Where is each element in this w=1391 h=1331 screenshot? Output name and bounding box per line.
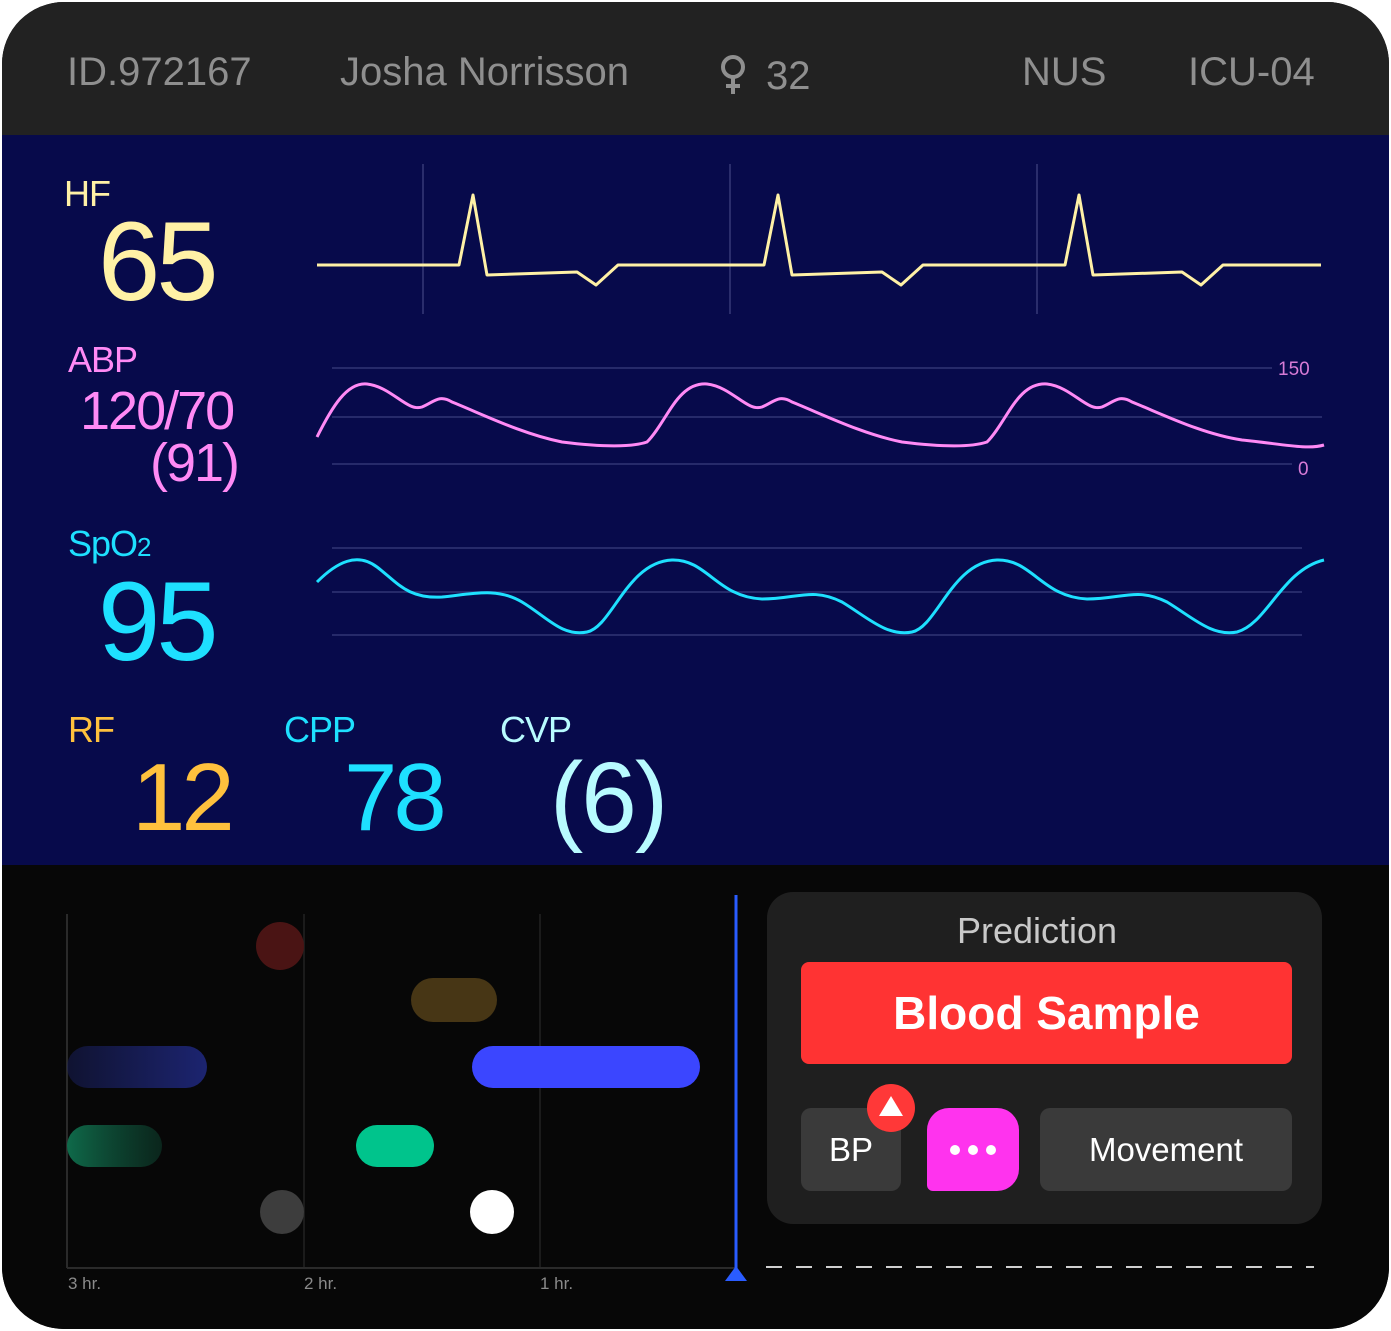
rf-value: 12: [132, 744, 235, 851]
cvp-label: CVP: [500, 709, 572, 750]
cvp-value: (6): [550, 742, 668, 854]
abp-scale-max: 150: [1278, 359, 1310, 380]
timeline-cursor-handle[interactable]: [725, 1266, 747, 1281]
prediction-title: Prediction: [956, 910, 1118, 951]
tick-label: 3 hr.: [68, 1274, 102, 1293]
hf-value: 65: [98, 199, 219, 324]
event-marker[interactable]: [411, 978, 497, 1022]
abp-value: 120/70: [80, 381, 235, 441]
female-icon: [718, 54, 748, 101]
dot: [986, 1145, 996, 1155]
dot: [950, 1145, 960, 1155]
rf-label: RF: [68, 709, 115, 750]
vitals-panel: [2, 135, 1389, 865]
facility: NUS: [1022, 50, 1107, 94]
unit: ICU-04: [1188, 50, 1315, 94]
cpp-label: CPP: [284, 709, 356, 750]
patient-name: Josha Norrisson: [340, 50, 630, 94]
spo2-label-main: SpO: [68, 523, 138, 564]
alert-up-icon: [867, 1084, 915, 1132]
hf-waveform: [317, 193, 1321, 287]
more-dots-icon[interactable]: [927, 1108, 1019, 1191]
abp-waveform: [315, 382, 1325, 449]
dot: [968, 1145, 978, 1155]
event-marker[interactable]: [67, 1125, 162, 1167]
spo2-label-sub: 2: [137, 532, 152, 562]
spo2-value: 95: [98, 559, 219, 684]
prediction-card: Prediction Blood Sample BP Movement: [767, 892, 1322, 1224]
tick-label: 1 hr.: [540, 1274, 574, 1293]
spo2-waveform: [315, 558, 1325, 635]
event-marker[interactable]: [67, 1046, 207, 1088]
patient-id: ID.972167: [67, 50, 252, 94]
event-marker[interactable]: [256, 922, 304, 970]
abp-scale-min: 0: [1298, 459, 1309, 480]
abp-label: ABP: [68, 339, 138, 380]
tick-label: 2 hr.: [304, 1274, 338, 1293]
event-marker[interactable]: [472, 1046, 700, 1088]
blood-sample-button[interactable]: Blood Sample: [801, 962, 1292, 1064]
event-marker[interactable]: [470, 1190, 514, 1234]
event-marker[interactable]: [260, 1190, 304, 1234]
event-marker[interactable]: [356, 1125, 434, 1167]
spo2-label: SpO2: [68, 523, 152, 567]
hf-label: HF: [64, 173, 111, 214]
patient-header: ID.972167 Josha Norrisson 32 NUS ICU-04: [2, 2, 1389, 135]
patient-age: 32: [766, 54, 811, 98]
cpp-value: 78: [344, 744, 447, 851]
abp-mean: (91): [150, 433, 240, 493]
movement-chip[interactable]: Movement: [1040, 1108, 1292, 1191]
waveforms: [315, 164, 1325, 636]
